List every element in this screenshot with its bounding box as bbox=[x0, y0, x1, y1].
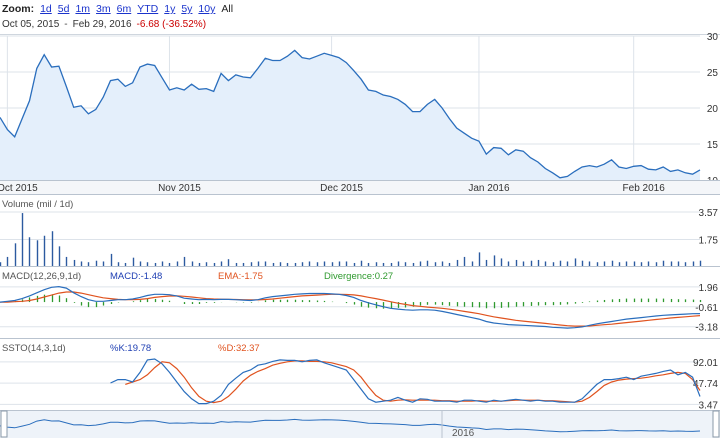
volume-title: Volume (mil / 1d) bbox=[2, 199, 73, 210]
navigator-right-handle[interactable] bbox=[712, 410, 720, 438]
zoom-10y-link[interactable]: 10y bbox=[198, 3, 216, 15]
zoom-6m-link[interactable]: 6m bbox=[116, 3, 132, 15]
navigator-x-tick-label: 2016 bbox=[452, 428, 475, 438]
volume-y-tick-label: 3.57 bbox=[699, 208, 719, 219]
range-end-date: Feb 29, 2016 bbox=[72, 19, 132, 30]
ema-line bbox=[0, 291, 701, 327]
k-line bbox=[110, 358, 701, 405]
divergence-value-label: Divergence:0.27 bbox=[324, 271, 393, 282]
macd-y-tick-label: -3.18 bbox=[695, 323, 718, 334]
zoom-3m-link[interactable]: 3m bbox=[96, 3, 111, 15]
d-value-label: %D:32.37 bbox=[218, 343, 260, 354]
zoom-1y-link[interactable]: 1y bbox=[164, 3, 176, 15]
ssto-title: SSTO(14,3,1d) bbox=[2, 343, 66, 354]
ema-value-label: EMA:-1.75 bbox=[218, 271, 263, 282]
price-x-tick-label: Nov 2015 bbox=[158, 183, 201, 194]
macd-y-tick-label: 1.96 bbox=[699, 283, 719, 294]
macd-value-label: MACD:-1.48 bbox=[110, 271, 162, 282]
ssto-y-tick-label: 92.01 bbox=[693, 358, 718, 369]
navigator-background bbox=[0, 411, 720, 438]
zoom-all-link[interactable]: All bbox=[221, 3, 234, 15]
d-line bbox=[125, 360, 701, 404]
zoom-1d-link[interactable]: 1d bbox=[40, 3, 52, 15]
price-x-tick-label: Feb 2016 bbox=[623, 183, 666, 194]
navigator-line bbox=[0, 418, 701, 433]
macd-y-tick-label: -0.61 bbox=[695, 303, 718, 314]
price-y-tick-label: 30 bbox=[707, 32, 719, 43]
zoom-1m-link[interactable]: 1m bbox=[75, 3, 91, 15]
price-x-axis-band bbox=[0, 180, 720, 194]
ssto-y-tick-label: 3.47 bbox=[699, 400, 719, 411]
price-line bbox=[0, 49, 701, 179]
price-x-tick-label: Dec 2015 bbox=[320, 183, 363, 194]
zoom-5y-link[interactable]: 5y bbox=[181, 3, 193, 15]
price-x-tick-label: Oct 2015 bbox=[0, 183, 38, 194]
price-y-tick-label: 15 bbox=[707, 140, 719, 151]
volume-y-tick-label: 1.75 bbox=[699, 236, 719, 247]
macd-line bbox=[0, 285, 701, 329]
zoom-5d-link[interactable]: 5d bbox=[57, 3, 70, 15]
price-change: -6.68 (-36.52%) bbox=[136, 19, 207, 30]
zoom-bar: Zoom: 1d 5d 1m 3m 6m YTD 1y 5y 10y All bbox=[2, 2, 233, 16]
macd-title: MACD(12,26,9,1d) bbox=[2, 271, 81, 282]
k-value-label: %K:19.78 bbox=[110, 343, 151, 354]
range-separator: - bbox=[64, 19, 68, 30]
date-range: Oct 05, 2015 - Feb 29, 2016 -6.68 (-36.5… bbox=[2, 18, 206, 31]
ssto-y-tick-label: 47.74 bbox=[693, 379, 718, 390]
navigator-left-handle[interactable] bbox=[0, 410, 8, 438]
price-x-tick-label: Jan 2016 bbox=[468, 183, 510, 194]
price-y-tick-label: 25 bbox=[707, 68, 719, 79]
price-y-tick-label: 20 bbox=[707, 104, 719, 115]
price-area bbox=[0, 50, 700, 181]
zoom-label: Zoom: bbox=[2, 3, 35, 15]
range-start-date: Oct 05, 2015 bbox=[2, 19, 60, 30]
zoom-ytd-link[interactable]: YTD bbox=[137, 3, 159, 15]
